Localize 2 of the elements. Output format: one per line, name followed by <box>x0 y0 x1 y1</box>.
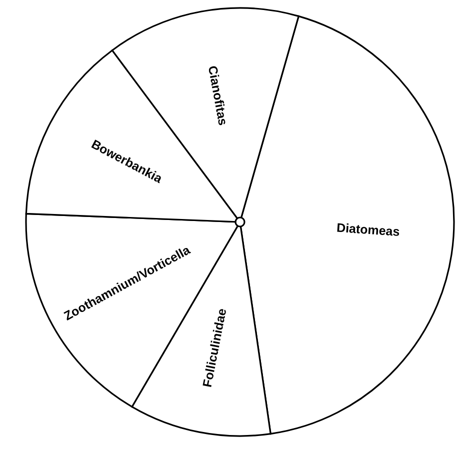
slice-label: Cianofitas <box>205 64 230 127</box>
slice-label: Diatomeas <box>336 220 400 239</box>
